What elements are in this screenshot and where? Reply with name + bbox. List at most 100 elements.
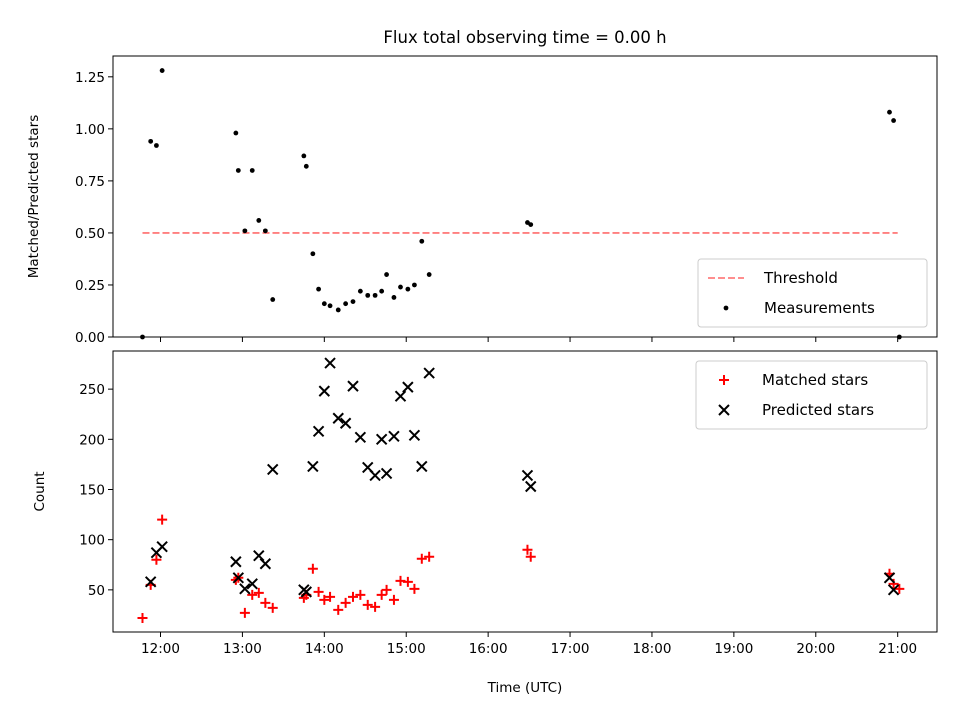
bottom-point xyxy=(402,381,414,393)
bottom-legend-box xyxy=(695,360,928,430)
bottom-x-tick-label: 16:00 xyxy=(469,641,508,657)
bottom-point xyxy=(239,607,250,618)
legend-threshold-label: Threshold xyxy=(763,269,838,287)
bottom-point xyxy=(260,597,271,608)
bottom-point xyxy=(232,572,245,584)
bottom-point xyxy=(246,578,258,590)
bottom-point xyxy=(380,467,393,480)
bottom-point xyxy=(312,425,325,437)
top-point xyxy=(249,168,255,173)
bottom-point xyxy=(307,460,319,473)
bottom-point xyxy=(347,380,359,392)
bottom-x-tick-label: 14:00 xyxy=(305,641,344,657)
bottom-point xyxy=(362,599,373,610)
chart-title: Flux total observing time = 0.00 h xyxy=(383,28,666,47)
bottom-x-tick-label: 15:00 xyxy=(387,641,426,657)
top-point xyxy=(327,303,333,309)
top-y-tick-label: 0.75 xyxy=(75,174,105,190)
bottom-point xyxy=(423,367,435,379)
bottom-point xyxy=(525,480,537,493)
bottom-point xyxy=(347,591,358,602)
bottom-y-tick-label: 200 xyxy=(79,432,105,448)
top-panel: 0.00 0.25 0.50 0.75 1.00 1.25 Matched/Predict… xyxy=(26,55,938,346)
bottom-data-marks xyxy=(137,357,905,623)
top-legend: Threshold Measurements xyxy=(697,258,928,328)
bottom-point xyxy=(319,594,330,605)
legend-measurements-label: Measurements xyxy=(764,299,875,317)
top-y-tick-label: 1.00 xyxy=(75,122,105,138)
bottom-point xyxy=(355,589,366,600)
top-y-tick-label: 0.00 xyxy=(75,330,105,346)
bottom-x-tick-label: 17:00 xyxy=(551,641,590,657)
top-point xyxy=(379,288,385,294)
top-point xyxy=(426,272,432,277)
bottom-x-tick-label: 19:00 xyxy=(714,641,753,657)
top-point xyxy=(335,307,341,313)
bottom-x-tick-label: 13:00 xyxy=(223,641,262,657)
top-point xyxy=(398,284,403,290)
legend-matched-stars-marker xyxy=(719,375,729,385)
top-point xyxy=(154,143,159,148)
bottom-point xyxy=(424,551,435,562)
top-point xyxy=(301,153,307,159)
top-point xyxy=(235,168,241,173)
bottom-point xyxy=(381,584,392,595)
top-y-axis-label: Matched/Predicted stars xyxy=(26,115,42,278)
top-point xyxy=(343,301,349,307)
top-point xyxy=(412,282,417,288)
bottom-point xyxy=(525,551,536,562)
bottom-y-tick-label: 100 xyxy=(79,533,105,549)
bottom-point xyxy=(325,591,336,602)
top-point xyxy=(391,295,397,300)
top-point xyxy=(419,238,425,244)
top-point xyxy=(891,118,896,123)
bottom-point xyxy=(137,612,148,623)
top-point xyxy=(405,286,411,292)
top-plot-frame xyxy=(112,55,938,338)
bottom-point xyxy=(267,463,279,476)
bottom-point xyxy=(340,597,351,608)
bottom-x-tick-label: 21:00 xyxy=(878,641,917,657)
bottom-point xyxy=(402,576,413,587)
legend-predicted-stars-label: Predicted stars xyxy=(762,401,874,419)
bottom-plot-frame xyxy=(112,350,938,633)
bottom-point xyxy=(230,556,242,568)
bottom-point xyxy=(521,469,534,482)
top-point xyxy=(310,251,316,257)
legend-measurements-marker xyxy=(723,305,729,311)
bottom-point xyxy=(253,587,264,598)
bottom-point xyxy=(247,589,258,600)
bottom-point xyxy=(157,514,168,525)
bottom-point xyxy=(522,544,533,555)
top-point xyxy=(159,68,165,73)
bottom-point xyxy=(395,575,406,586)
top-data-marks xyxy=(140,68,902,340)
top-point xyxy=(321,301,327,307)
bottom-legend: Matched stars Predicted stars xyxy=(695,360,928,430)
top-point xyxy=(256,218,262,223)
top-point xyxy=(365,292,371,298)
bottom-point xyxy=(883,572,896,584)
bottom-point xyxy=(376,589,387,600)
bottom-point xyxy=(354,431,367,444)
bottom-point xyxy=(313,586,324,597)
bottom-point xyxy=(370,601,381,612)
bottom-point xyxy=(409,583,420,594)
top-point xyxy=(262,228,268,234)
legend-matched-stars-label: Matched stars xyxy=(762,371,868,389)
top-point xyxy=(357,288,363,294)
top-y-tick-label: 0.50 xyxy=(75,226,105,242)
bottom-y-tick-label: 50 xyxy=(88,583,105,599)
bottom-point xyxy=(388,430,400,443)
top-point xyxy=(350,299,356,305)
bottom-point xyxy=(156,540,168,553)
bottom-point xyxy=(239,583,251,595)
bottom-point xyxy=(388,594,399,605)
bottom-x-tick-label: 12:00 xyxy=(141,641,180,657)
top-point xyxy=(528,222,534,228)
x-axis-label: Time (UTC) xyxy=(487,680,563,696)
top-point xyxy=(316,286,321,292)
bottom-point xyxy=(307,563,318,574)
bottom-y-axis-label: Count xyxy=(32,471,48,511)
bottom-point xyxy=(369,469,381,482)
